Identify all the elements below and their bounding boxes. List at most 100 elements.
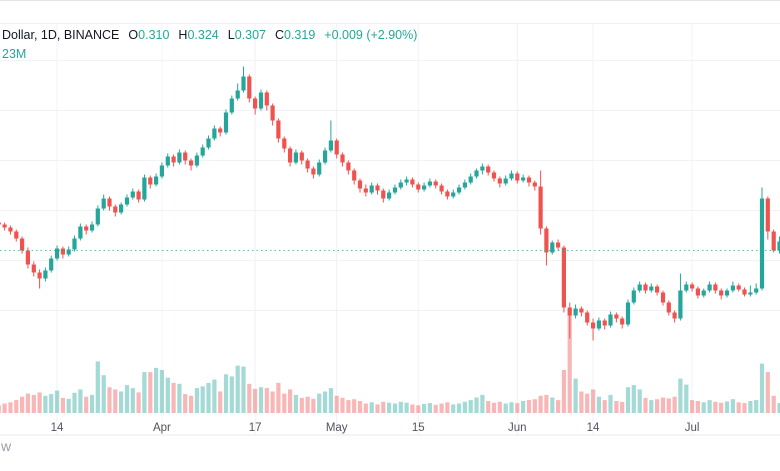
candle[interactable] [631,287,636,305]
candle[interactable] [89,221,95,233]
candle[interactable] [159,162,164,179]
candle[interactable] [2,222,7,231]
candle[interactable] [346,160,351,175]
candle[interactable] [591,318,596,341]
candle[interactable] [614,312,619,323]
candle[interactable] [352,168,357,185]
candle[interactable] [503,175,508,186]
candle[interactable] [713,282,718,294]
candle[interactable] [334,138,339,159]
candle[interactable] [37,269,42,289]
candle[interactable] [60,246,65,259]
candle[interactable] [189,158,194,171]
candle[interactable] [457,184,462,195]
candle[interactable] [497,176,502,188]
candle[interactable] [468,173,473,185]
candle[interactable] [31,261,36,277]
candle[interactable] [282,136,287,153]
candle[interactable] [375,183,380,195]
candle[interactable] [0,221,1,228]
candle[interactable] [643,282,648,294]
candle[interactable] [148,175,153,189]
candle[interactable] [387,189,392,201]
candle[interactable] [223,109,229,135]
candle[interactable] [43,267,48,282]
candle[interactable] [491,170,497,182]
candle[interactable] [433,179,438,189]
candle[interactable] [340,152,345,167]
symbol-title[interactable]: Dollar, 1D, BINANCE [2,28,120,42]
candle[interactable] [270,103,275,126]
candle[interactable] [392,184,398,195]
candle[interactable] [672,310,677,323]
candle[interactable] [328,120,333,153]
candle[interactable] [544,226,549,266]
candle[interactable] [690,282,695,292]
candle[interactable] [730,281,735,293]
candle[interactable] [771,229,776,253]
candle[interactable] [124,194,130,207]
candle[interactable] [218,126,223,137]
candle[interactable] [136,189,141,203]
candle[interactable] [625,299,631,327]
candle[interactable] [200,144,205,158]
candle[interactable] [119,202,124,215]
candle[interactable] [293,149,298,165]
candle[interactable] [655,284,660,296]
candle[interactable] [416,182,421,193]
candle[interactable] [736,283,741,292]
candle[interactable] [130,188,135,200]
candle[interactable] [684,281,689,293]
candle[interactable] [241,66,246,93]
candle[interactable] [666,300,671,316]
candle[interactable] [707,281,712,293]
candle[interactable] [462,179,467,190]
candle[interactable] [526,175,532,187]
candle[interactable] [95,205,100,227]
candle[interactable] [724,288,730,298]
candle[interactable] [49,255,54,273]
candle[interactable] [264,90,269,111]
candle[interactable] [521,174,526,183]
candle[interactable] [142,174,147,202]
candle[interactable] [550,240,555,255]
candle[interactable] [486,164,491,176]
candle[interactable] [113,204,118,217]
candle[interactable] [509,170,514,181]
candle[interactable] [422,182,427,192]
candle[interactable] [579,306,584,317]
candle[interactable] [258,89,264,111]
candle[interactable] [515,171,520,184]
candle[interactable] [107,196,112,211]
candle[interactable] [754,283,759,295]
candle[interactable] [748,285,753,297]
candle[interactable] [212,125,217,141]
candle[interactable] [620,316,625,329]
candle[interactable] [602,318,607,330]
candle[interactable] [637,281,642,293]
candle[interactable] [701,288,706,298]
candle[interactable] [596,317,601,331]
candle[interactable] [177,149,182,165]
candle[interactable] [183,150,188,165]
candle[interactable] [695,286,700,299]
candle[interactable] [538,170,543,235]
candle[interactable] [299,150,304,165]
candle[interactable] [235,83,240,101]
candle[interactable] [276,118,281,143]
time-axis[interactable]: 14 Apr 17 May 15 Jun 14 Jul [0,422,780,436]
candle[interactable] [573,304,578,319]
candle[interactable] [229,95,234,115]
candle[interactable] [247,74,252,103]
candle[interactable] [357,178,363,193]
candle[interactable] [72,235,77,252]
candle[interactable] [678,273,683,321]
candle[interactable] [567,302,572,339]
candle[interactable] [14,229,19,242]
candle[interactable] [398,179,403,190]
candle[interactable] [194,152,199,168]
candle[interactable] [369,182,374,195]
candle[interactable] [363,184,368,197]
candle[interactable] [585,310,590,326]
candle[interactable] [206,135,211,150]
